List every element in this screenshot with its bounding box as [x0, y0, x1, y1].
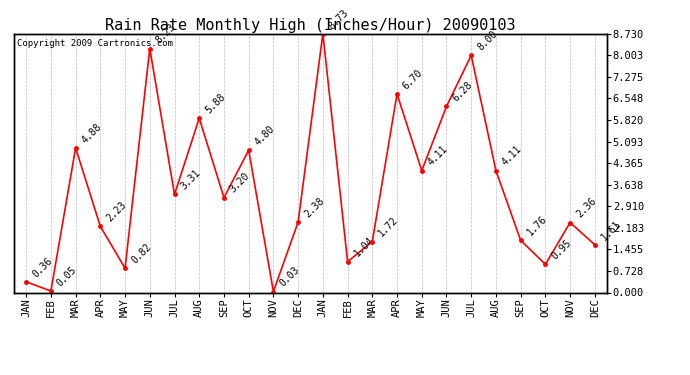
Text: 0.05: 0.05	[55, 264, 79, 288]
Text: 6.70: 6.70	[401, 68, 425, 91]
Text: 1.04: 1.04	[352, 235, 375, 259]
Text: 3.31: 3.31	[179, 168, 202, 192]
Text: 4.88: 4.88	[80, 122, 104, 145]
Text: 3.20: 3.20	[228, 171, 252, 195]
Text: 8.73: 8.73	[327, 7, 351, 31]
Text: 1.61: 1.61	[599, 218, 622, 242]
Text: 8.00: 8.00	[475, 29, 499, 53]
Text: 0.82: 0.82	[129, 242, 153, 266]
Text: 4.11: 4.11	[500, 144, 524, 168]
Text: 1.72: 1.72	[377, 215, 400, 239]
Text: 2.23: 2.23	[104, 200, 128, 223]
Text: 4.11: 4.11	[426, 144, 450, 168]
Text: 0.95: 0.95	[549, 238, 573, 262]
Text: 1.76: 1.76	[525, 214, 549, 237]
Text: 5.88: 5.88	[204, 92, 227, 116]
Text: 0.36: 0.36	[30, 255, 54, 279]
Text: 2.38: 2.38	[302, 195, 326, 219]
Text: 8.23: 8.23	[154, 22, 177, 46]
Text: Copyright 2009 Cartronics.com: Copyright 2009 Cartronics.com	[17, 39, 172, 48]
Text: 0.03: 0.03	[277, 265, 302, 289]
Text: 4.80: 4.80	[253, 124, 277, 147]
Title: Rain Rate Monthly High (Inches/Hour) 20090103: Rain Rate Monthly High (Inches/Hour) 200…	[105, 18, 516, 33]
Text: 2.36: 2.36	[574, 196, 598, 220]
Text: 6.28: 6.28	[451, 80, 474, 104]
